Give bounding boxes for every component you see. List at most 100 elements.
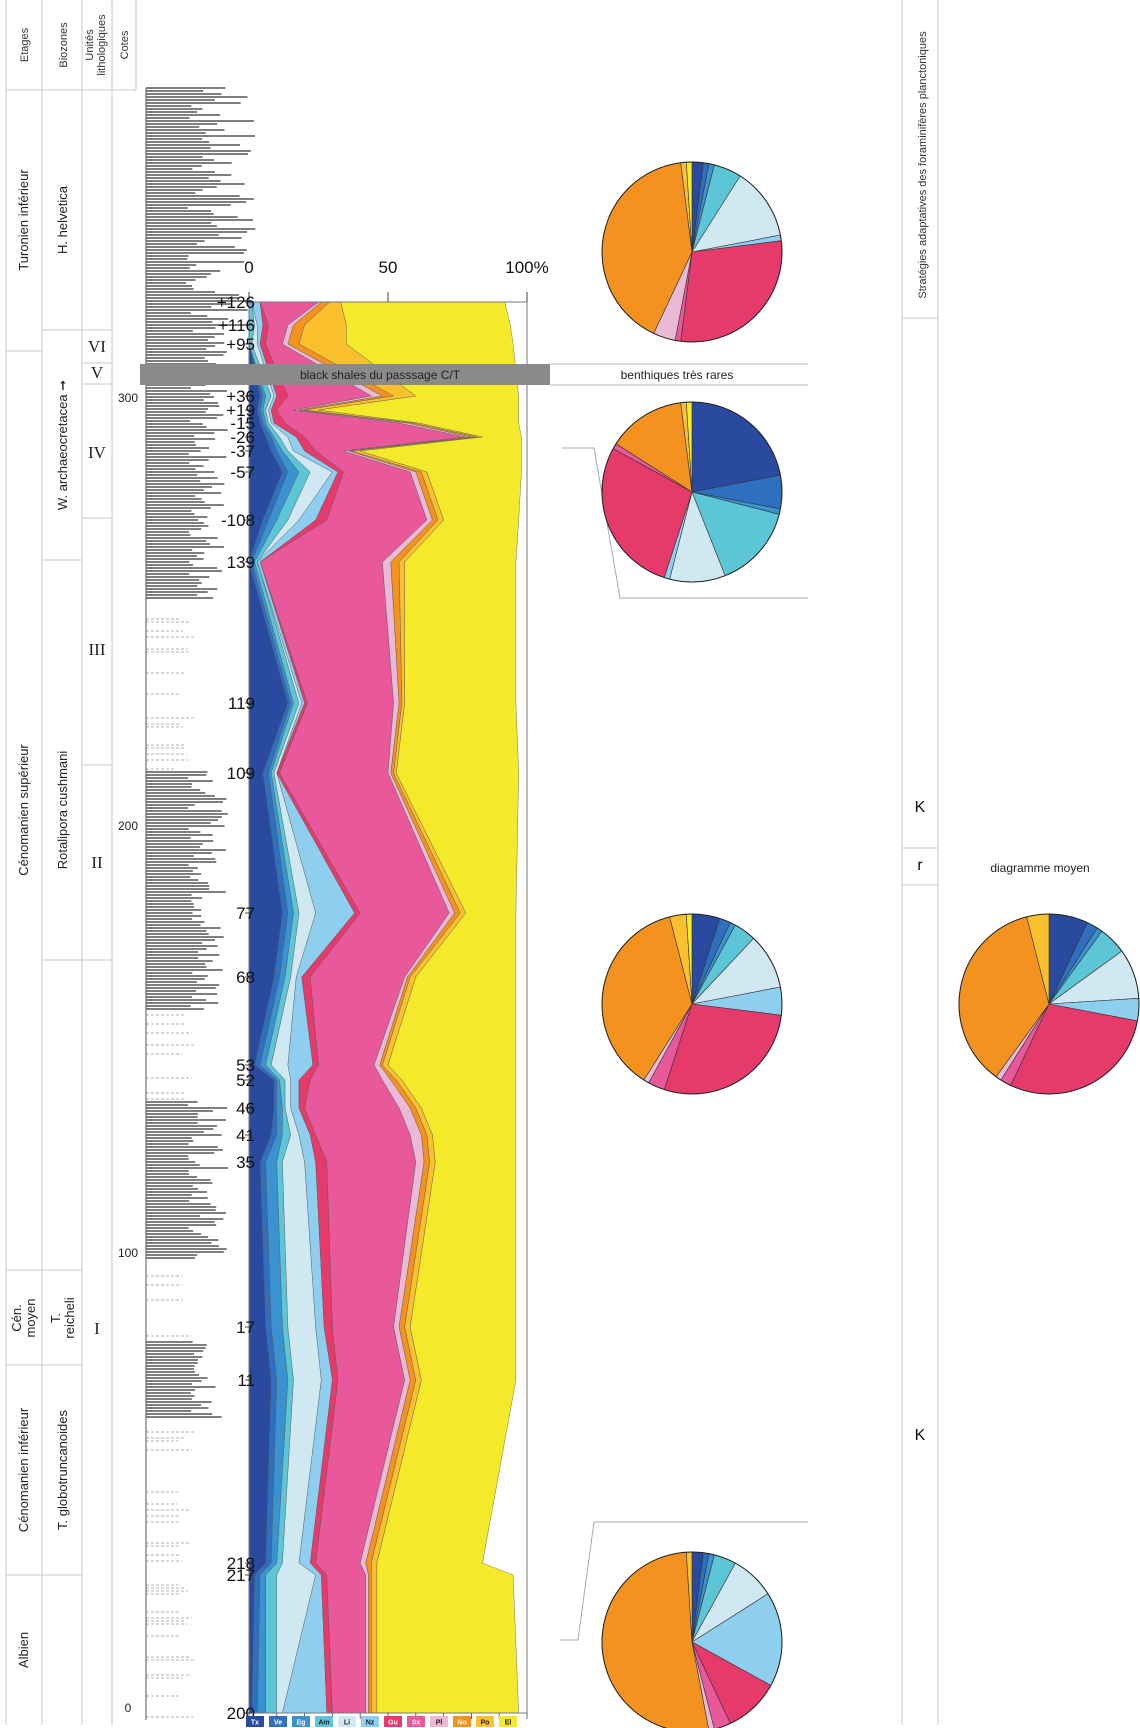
legend-swatch xyxy=(246,1716,264,1727)
lith-unit-label: VI xyxy=(88,337,106,356)
header-strategies: Stratégies adaptatives des foraminifères… xyxy=(917,31,929,299)
legend-label: Ve xyxy=(274,1720,282,1727)
sample-label: 46 xyxy=(236,1099,255,1118)
legend-label: Li xyxy=(344,1720,350,1727)
legend-swatch xyxy=(338,1716,356,1727)
stage-label: Cénomanien inférieur xyxy=(16,1407,31,1532)
sample-label: -57 xyxy=(230,463,255,482)
pie-chart-5 xyxy=(601,1551,783,1728)
pie-slice-pl xyxy=(691,1641,715,1728)
pie-outline xyxy=(601,161,783,343)
biozone-label: H. helvetica xyxy=(55,185,70,254)
header-unites-line2: lithologiques xyxy=(96,14,108,76)
legend-item-gu: Gu xyxy=(384,1716,402,1727)
legend-label: No xyxy=(457,1720,466,1727)
legend-swatch xyxy=(269,1716,287,1727)
legend-label: Eg xyxy=(297,1720,306,1727)
sample-label: 52 xyxy=(236,1071,255,1090)
legend-item-no: No xyxy=(453,1716,471,1727)
sample-label: 17 xyxy=(236,1318,255,1337)
stage-label: Turonien inférieur xyxy=(16,169,31,271)
legend-item-am: Am xyxy=(315,1716,333,1727)
black-shales-label: black shales du passsage C/T xyxy=(300,368,461,382)
header-unites-line1: Unités xyxy=(84,29,96,61)
pie-outline xyxy=(601,1551,783,1728)
legend-item-eg: Eg xyxy=(292,1716,310,1727)
log-background xyxy=(140,88,214,348)
sample-label: -15 xyxy=(230,414,255,433)
sample-label: +116 xyxy=(218,316,255,335)
pie-chart-4 xyxy=(958,913,1140,1095)
legend-swatch xyxy=(407,1716,425,1727)
legend-label: Sx xyxy=(412,1720,421,1727)
sample-label: 217 xyxy=(227,1566,255,1585)
biozone-label: T. globotruncanoides xyxy=(55,1410,70,1530)
pie-connector xyxy=(560,1521,808,1641)
stage-label: Albien xyxy=(16,1632,31,1668)
legend-label: Gu xyxy=(388,1720,398,1727)
legend-item-tx: Tx xyxy=(246,1716,264,1727)
stage-label: Cénomanien supérieur xyxy=(16,744,31,876)
strategy-zone-label: K xyxy=(915,799,926,816)
legend-label: Nz xyxy=(366,1720,375,1727)
pie-chart-1 xyxy=(601,161,783,343)
pie-outline xyxy=(601,913,783,1095)
header-biozones: Biozones xyxy=(58,22,70,68)
legend-item-pl: Pl xyxy=(430,1716,448,1727)
legend-item-nz: Nz xyxy=(361,1716,379,1727)
legend-item-po: Po xyxy=(476,1716,494,1727)
stage-label: Cén. xyxy=(9,1304,24,1331)
sample-label: +95 xyxy=(226,335,255,354)
sample-label: 41 xyxy=(236,1126,255,1145)
pie-chart-2 xyxy=(601,401,783,583)
biozone-label: Rotalipora cushmani xyxy=(55,751,70,870)
cotes-label: 0 xyxy=(125,1701,132,1715)
sample-label: +126 xyxy=(217,293,255,312)
lith-unit-label: IV xyxy=(88,443,107,462)
pie-slice-gu xyxy=(680,240,783,343)
lith-unit-label: V xyxy=(91,363,104,382)
lith-unit-label: I xyxy=(94,1319,100,1338)
legend-label: Am xyxy=(318,1720,329,1727)
legend-label: Pl xyxy=(436,1720,443,1727)
biozone-label: reicheli xyxy=(62,1297,77,1338)
lith-unit-label: III xyxy=(89,640,106,659)
header-etages: Etages xyxy=(19,27,31,62)
pie-outline xyxy=(958,913,1140,1095)
header-cotes: Cotes xyxy=(119,30,131,59)
x-tick-label: 50 xyxy=(379,258,398,277)
sample-label: 77 xyxy=(236,904,255,923)
legend-label: Po xyxy=(481,1720,490,1727)
sample-label: -108 xyxy=(221,511,255,530)
x-tick-label: 100% xyxy=(505,258,548,277)
sample-label: 119 xyxy=(228,694,255,713)
biozone-label: W. archaeocretacea ➞ xyxy=(55,380,70,510)
benthiques-label: benthiques très rares xyxy=(621,368,734,382)
sample-label: 53 xyxy=(236,1056,255,1075)
sample-label: 35 xyxy=(236,1153,255,1172)
biozone-label: T. xyxy=(48,1313,63,1323)
sample-label: -37 xyxy=(230,442,255,461)
legend-swatch xyxy=(315,1716,333,1727)
cotes-label: 200 xyxy=(118,819,138,833)
sample-label: 139 xyxy=(227,553,255,572)
legend-swatch xyxy=(430,1716,448,1727)
black-shales-band xyxy=(140,364,550,385)
strategy-zone-label: r xyxy=(917,857,923,874)
legend-swatch xyxy=(476,1716,494,1727)
legend-swatch xyxy=(453,1716,471,1727)
pie-chart-3 xyxy=(601,913,783,1095)
x-tick-label: 0 xyxy=(244,258,253,277)
diagramme-moyen-label: diagramme moyen xyxy=(990,861,1089,875)
legend-label: Tx xyxy=(251,1720,259,1727)
legend-swatch xyxy=(361,1716,379,1727)
legend-label: El xyxy=(505,1720,512,1727)
legend-swatch xyxy=(292,1716,310,1727)
legend-item-sx: Sx xyxy=(407,1716,425,1727)
strategy-zone-label: K xyxy=(915,1427,926,1444)
sample-label: -26 xyxy=(230,428,255,447)
sample-label: +19 xyxy=(226,401,255,420)
sample-label: +36 xyxy=(226,387,255,406)
sample-label: 109 xyxy=(227,764,255,783)
